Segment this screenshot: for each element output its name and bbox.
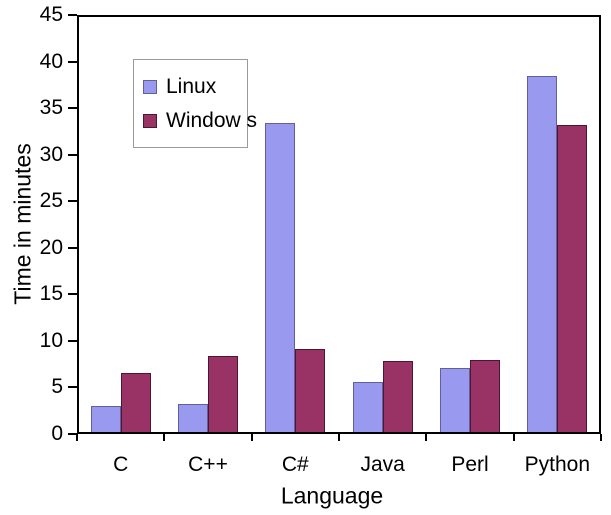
x-tick-mark	[512, 434, 515, 441]
y-axis-title: Time in minutes	[9, 143, 36, 305]
legend-item-windows: Window s	[143, 110, 257, 131]
legend-swatch-linux-icon	[143, 79, 157, 94]
y-tick-label: 20	[39, 235, 63, 259]
y-tick-label: 10	[39, 328, 63, 352]
y-tick-mark	[68, 14, 77, 16]
y-tick-mark	[68, 339, 77, 342]
x-category-label-c++: C++	[188, 453, 228, 476]
bar-windows-java	[382, 361, 413, 434]
y-tick-mark	[68, 433, 77, 435]
x-category-label-c#: C#	[281, 453, 309, 476]
bar-windows-python	[557, 124, 588, 434]
bar-windows-c++	[208, 355, 238, 434]
y-tick-label: 15	[39, 282, 63, 306]
y-tick-mark	[68, 153, 77, 156]
bar-linux-c++	[178, 404, 208, 434]
y-tick-label: 0	[51, 422, 63, 445]
bar-linux-python	[527, 75, 558, 434]
y-tick-label: 40	[39, 49, 63, 73]
y-tick-mark	[68, 60, 77, 63]
bar-linux-perl	[440, 367, 470, 434]
legend-item-linux: Linux	[143, 76, 247, 97]
x-tick-mark	[163, 434, 166, 441]
x-category-label-python: Python	[524, 453, 591, 476]
y-tick-label: 30	[39, 142, 63, 166]
y-tick-mark	[68, 386, 77, 389]
y-tick-mark	[68, 200, 77, 203]
x-category-label-perl: Perl	[451, 453, 489, 476]
y-tick-mark	[68, 107, 77, 110]
legend: Linux Window s	[133, 59, 257, 148]
bar-linux-java	[352, 381, 383, 434]
x-category-label-java: Java	[360, 453, 405, 476]
plot-area	[77, 15, 601, 434]
x-tick-mark	[600, 434, 602, 441]
y-tick-label: 35	[39, 96, 63, 120]
y-tick-label: 5	[51, 375, 63, 399]
x-tick-mark	[250, 434, 253, 441]
bar-windows-c#	[295, 349, 326, 434]
y-tick-label: 45	[39, 3, 63, 26]
x-category-label-c: C	[113, 453, 129, 476]
legend-swatch-windows-icon	[143, 113, 157, 128]
y-tick-mark	[68, 246, 77, 249]
legend-label-windows: Window s	[166, 109, 258, 132]
y-tick-label: 25	[39, 189, 63, 213]
y-tick-mark	[68, 293, 77, 296]
x-tick-mark	[425, 434, 428, 441]
x-tick-mark	[76, 434, 78, 441]
x-axis-title: Language	[280, 482, 384, 509]
x-tick-mark	[338, 434, 340, 441]
legend-label-linux: Linux	[166, 75, 217, 98]
